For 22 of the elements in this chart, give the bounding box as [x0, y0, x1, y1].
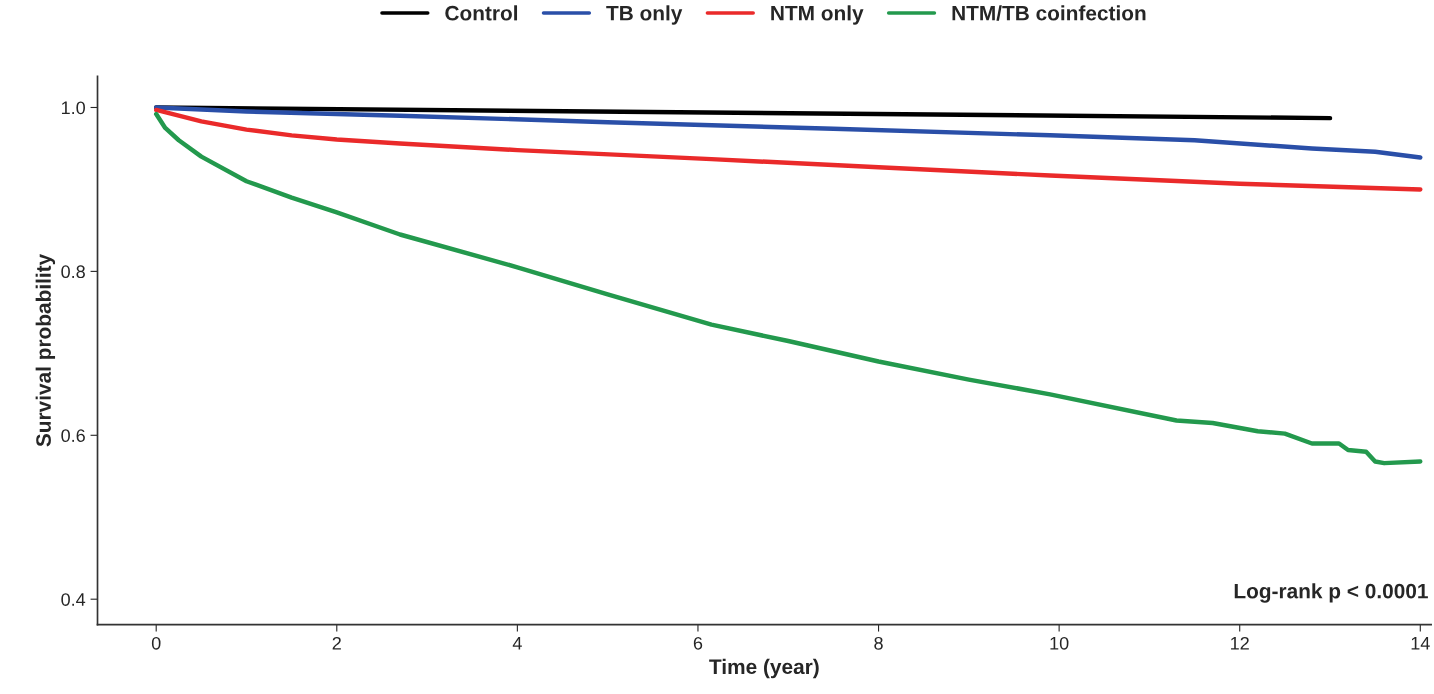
y-tick-label: 0.6 — [61, 429, 85, 443]
x-tick-label: 8 — [874, 636, 883, 650]
y-tick-label: 0.8 — [61, 265, 85, 279]
line-series — [153, 111, 1423, 466]
x-tick-label: 4 — [512, 637, 522, 650]
x-tick-label: 6 — [693, 636, 703, 650]
y-tick-label: 0.4 — [61, 593, 86, 606]
annotation: Log-rank p < 0.0001 — [1234, 583, 1428, 603]
x-axis-title: Time (year) — [709, 658, 819, 679]
x-tick-label: 12 — [1231, 636, 1249, 650]
x-tick-label: 2 — [332, 636, 341, 650]
y-tick-label: 1.0 — [61, 101, 85, 115]
y-axis-title: Survival probability — [35, 253, 56, 447]
legend-label: NTM/TB coinfection — [952, 5, 1146, 21]
line-series — [153, 107, 1423, 192]
x-tick-label: 10 — [1050, 636, 1069, 650]
legend-label: NTM only — [771, 5, 864, 25]
x-tick-label: 0 — [151, 636, 161, 650]
legend-label: Control — [445, 5, 518, 21]
x-tick-label: 14 — [1411, 637, 1430, 650]
legend-label: TB only — [606, 5, 683, 25]
line-series — [153, 105, 1423, 160]
